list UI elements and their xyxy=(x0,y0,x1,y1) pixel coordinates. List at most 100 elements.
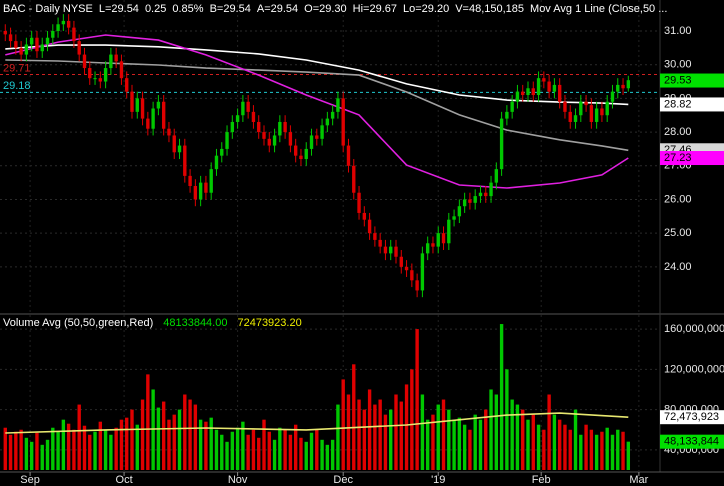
value-marker-box xyxy=(660,97,724,112)
title-part: Lo=29.20 xyxy=(403,3,449,15)
volume-bar xyxy=(135,424,139,470)
volume-bar xyxy=(315,429,319,470)
volume-bar xyxy=(56,431,60,470)
candle-body xyxy=(14,41,18,48)
candle-body xyxy=(262,132,266,139)
candle-body xyxy=(51,30,55,38)
volume-bar xyxy=(489,389,493,470)
volume-bar xyxy=(198,419,203,470)
volume-bar xyxy=(19,429,23,470)
volume-bar xyxy=(484,409,488,470)
candle-body xyxy=(573,115,578,122)
volume-bar xyxy=(494,394,499,470)
x-tick-label: '19 xyxy=(431,474,445,486)
y-tick-label: 28.00 xyxy=(664,126,692,138)
volume-bar xyxy=(420,394,425,470)
volume-bar xyxy=(473,414,477,470)
candle-body xyxy=(88,68,92,79)
volume-bar xyxy=(325,444,330,470)
volume-bar xyxy=(404,384,409,470)
volume-bar xyxy=(278,427,282,470)
volume-bar xyxy=(29,441,34,470)
candle-body xyxy=(66,20,71,28)
volume-bar xyxy=(505,369,509,470)
volume-bar xyxy=(161,401,166,470)
volume-bar xyxy=(357,399,361,470)
candle-body xyxy=(536,78,541,96)
candle-body xyxy=(29,37,34,45)
candle-body xyxy=(526,88,530,96)
candle-body xyxy=(151,108,155,129)
x-tick-label: Feb xyxy=(532,474,551,486)
candle-body xyxy=(103,68,108,82)
volume-bar xyxy=(220,434,224,470)
volume-bar xyxy=(172,414,176,470)
value-marker-box xyxy=(660,151,724,166)
candle-body xyxy=(167,128,171,136)
volume-bar xyxy=(415,329,419,470)
volume-bar xyxy=(441,399,446,470)
x-tick-label: Nov xyxy=(228,474,248,486)
x-tick-label: Mar xyxy=(629,474,648,486)
candle-body xyxy=(61,20,66,25)
candle-body xyxy=(161,101,166,129)
volume-bar xyxy=(425,419,430,470)
candle-body xyxy=(383,246,388,254)
candle-body xyxy=(605,101,609,116)
candle-body xyxy=(209,169,213,193)
title-part: V=48,150,185 xyxy=(455,3,524,15)
candle-body xyxy=(478,192,483,197)
candle-body xyxy=(235,115,240,122)
volume-bar xyxy=(341,379,345,470)
chart-title: BAC - Daily NYSE L=29.54 0.25 0.85% B=29.54 A… xyxy=(3,3,667,15)
volume-bar xyxy=(77,404,81,470)
volume-bar xyxy=(515,404,520,470)
volume-bar xyxy=(610,434,615,470)
candle-body xyxy=(257,121,261,133)
volume-bar xyxy=(568,429,572,470)
volume-bar xyxy=(262,419,266,470)
volume-bar xyxy=(309,432,314,470)
value-marker-box xyxy=(660,410,724,425)
candle-body xyxy=(93,78,97,80)
title-part: Hi=29.67 xyxy=(353,3,397,15)
volume-bar xyxy=(352,364,356,470)
candle-body xyxy=(425,243,430,254)
candle-body xyxy=(204,182,208,193)
candle-body xyxy=(283,121,287,133)
y-tick-label: 25.00 xyxy=(664,227,692,239)
moving-average xyxy=(5,34,629,189)
value-marker-label: 28.82 xyxy=(664,98,692,110)
candle-body xyxy=(156,101,161,109)
title-part: B=29.54 xyxy=(210,3,251,15)
title-part: BAC - Daily NYSE xyxy=(3,3,93,15)
candle-body xyxy=(225,132,229,149)
candle-body xyxy=(515,91,520,102)
volume-bar xyxy=(35,432,39,470)
volume-bar xyxy=(573,409,578,470)
candle-body xyxy=(394,246,398,257)
candle-body xyxy=(352,165,356,193)
volume-bar xyxy=(167,419,171,470)
candle-body xyxy=(241,101,245,116)
volume-bar xyxy=(114,427,118,470)
candle-body xyxy=(626,80,631,89)
volume-bar xyxy=(478,419,483,470)
legend-part: 72473923.20 xyxy=(237,317,301,329)
candle-body xyxy=(494,169,499,183)
candle-body xyxy=(584,101,588,106)
volume-bar xyxy=(45,439,50,470)
volume-bar xyxy=(410,369,414,470)
candle-body xyxy=(557,84,562,102)
volume-bar xyxy=(293,424,298,470)
volume-bar xyxy=(304,441,308,470)
candle-body xyxy=(404,266,409,271)
volume-bar xyxy=(225,441,229,470)
volume-bar xyxy=(209,417,213,470)
volume-bar xyxy=(272,439,277,470)
candle-body xyxy=(172,135,176,153)
title-part: A=29.54 xyxy=(257,3,298,15)
candle-body xyxy=(441,233,446,244)
candle-body xyxy=(610,91,615,102)
y-tick-label: 31.00 xyxy=(664,25,692,37)
